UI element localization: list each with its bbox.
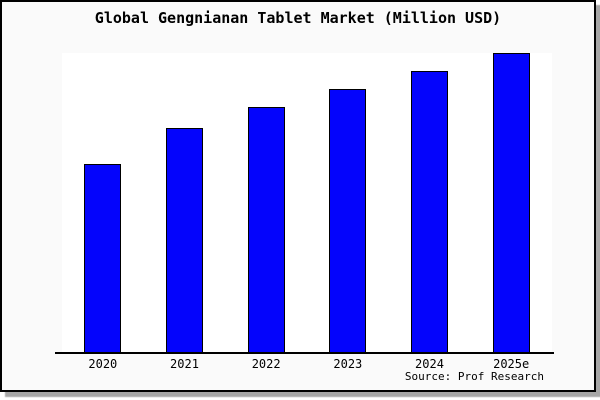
x-tick-label-2021: 2021 — [170, 357, 199, 371]
plot-area — [62, 53, 552, 353]
x-tick-label-2025e: 2025e — [493, 357, 530, 371]
x-tick-label-2023: 2023 — [333, 357, 363, 371]
bar-2024 — [411, 71, 448, 353]
figure-frame: Global Gengnianan Tablet Market (Million… — [0, 0, 596, 392]
bar-2020 — [84, 164, 122, 353]
x-tick-label-2020: 2020 — [88, 357, 118, 371]
x-tick-label-2024: 2024 — [415, 357, 444, 371]
bar-2025e — [492, 53, 530, 353]
source-credit: Source: Prof Research — [404, 370, 544, 383]
x-axis-line — [55, 352, 554, 354]
chart-title: Global Gengnianan Tablet Market (Million… — [94, 9, 502, 27]
bar-2023 — [329, 89, 367, 353]
x-tick-label-2022: 2022 — [251, 357, 281, 371]
bar-2022 — [247, 107, 285, 353]
bar-2021 — [166, 128, 203, 353]
